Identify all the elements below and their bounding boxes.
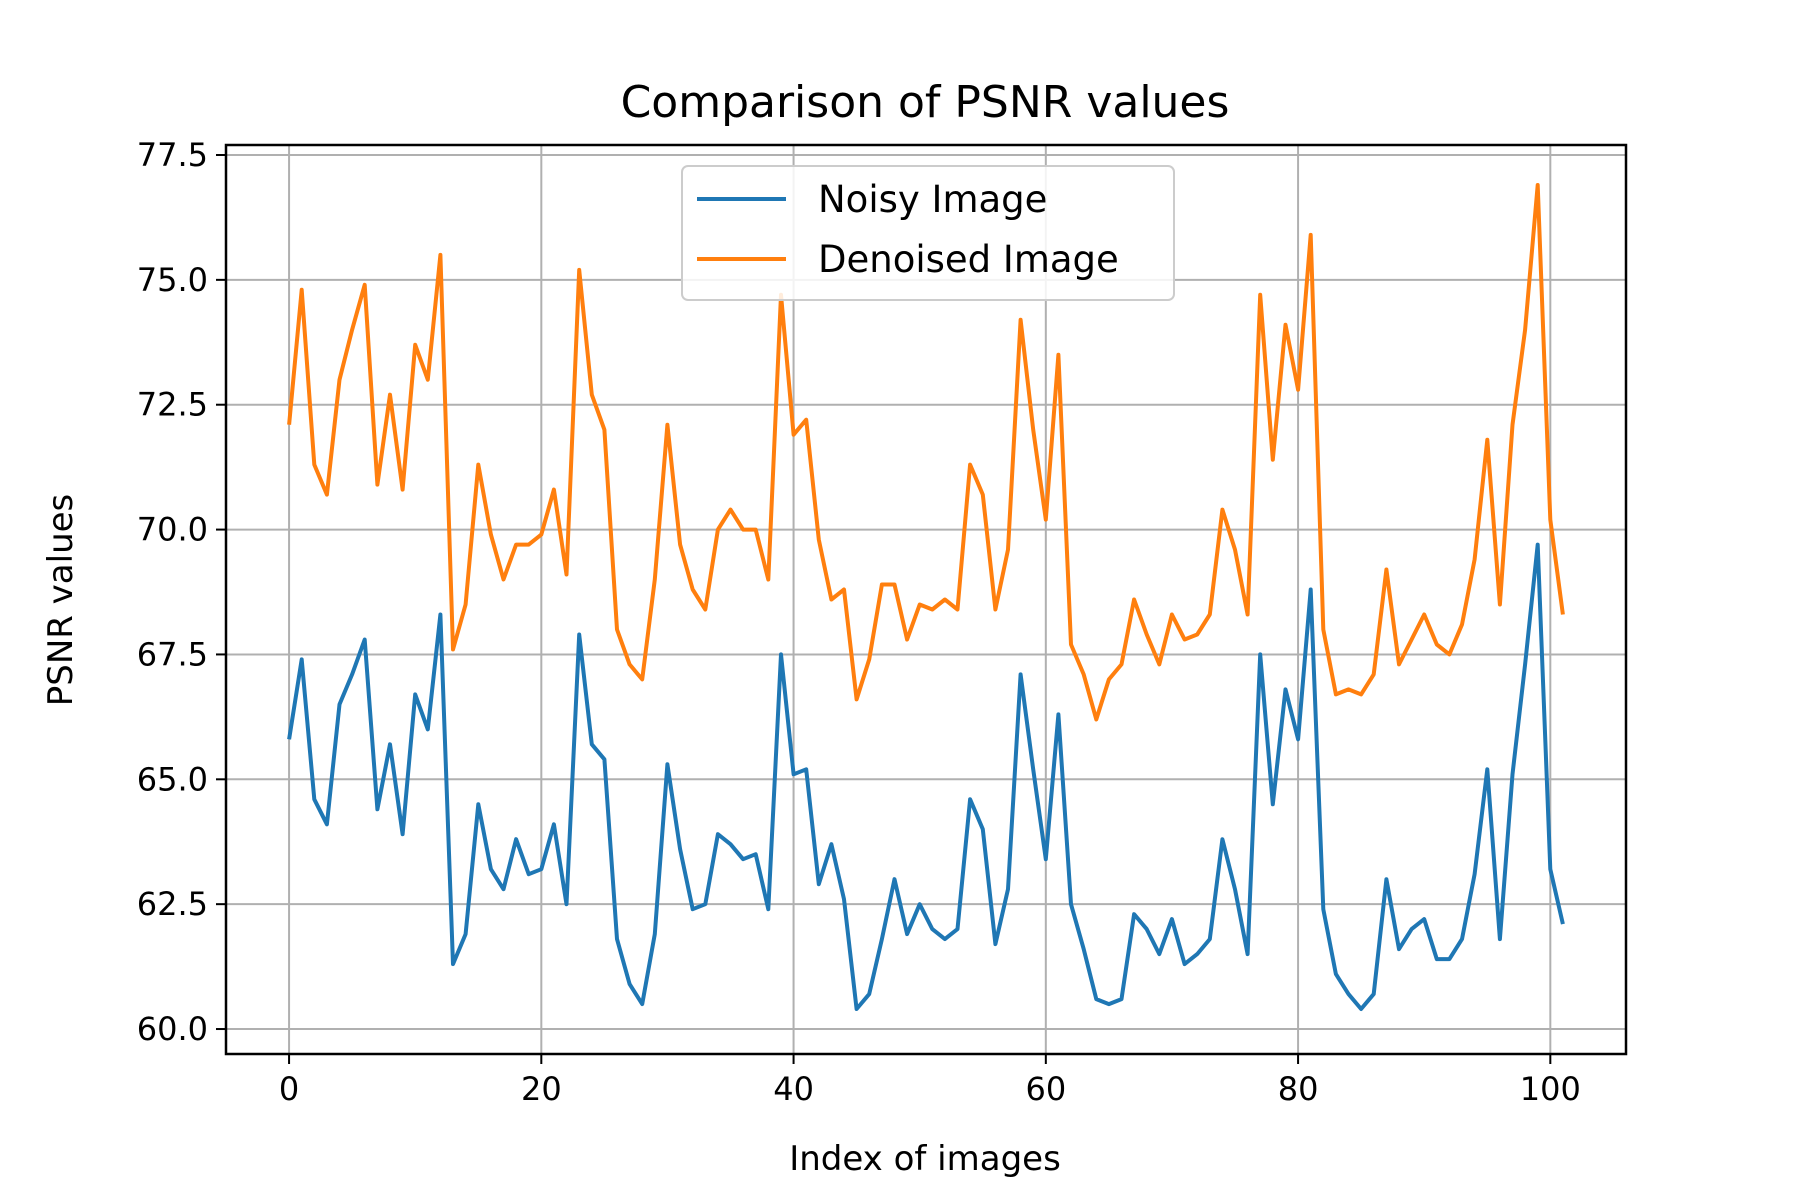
legend-box (681, 165, 1175, 301)
x-tick-label: 40 (773, 1070, 814, 1108)
chart-title: Comparison of PSNR values (621, 77, 1230, 128)
legend-label: Denoised Image (818, 238, 1119, 281)
y-tick-label: 75.0 (137, 261, 208, 299)
y-tick-label: 62.5 (137, 885, 208, 923)
x-tick-label: 80 (1278, 1070, 1319, 1108)
y-tick-label: 65.0 (137, 760, 208, 798)
legend-label: Noisy Image (818, 178, 1047, 221)
x-axis-label: Index of images (789, 1139, 1061, 1179)
series-line-noisy-image (287, 542, 1565, 1011)
y-axis-label: PSNR values (41, 494, 81, 707)
x-tick-label: 60 (1025, 1070, 1066, 1108)
y-tick-label: 72.5 (137, 386, 208, 424)
axes-frame (224, 143, 1628, 1056)
legend: Noisy Image Denoised Image (681, 165, 1175, 301)
y-tick-label: 70.0 (137, 511, 208, 549)
series-line-denoised-image (287, 183, 1565, 722)
y-tick-label: 60.0 (137, 1010, 208, 1048)
x-tick-label: 0 (279, 1070, 299, 1108)
plot-area: 0 20 40 60 80 100 60.0 62.5 65.0 67.5 70.0 72.5 75.0… (137, 136, 1628, 1108)
y-tick-label: 67.5 (137, 635, 208, 673)
x-tick-label: 100 (1520, 1070, 1581, 1108)
y-tick-label: 77.5 (137, 136, 208, 174)
x-tick-label: 20 (521, 1070, 562, 1108)
